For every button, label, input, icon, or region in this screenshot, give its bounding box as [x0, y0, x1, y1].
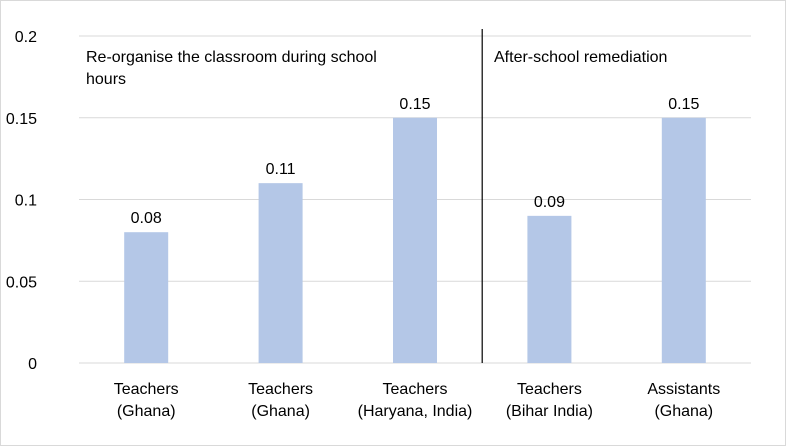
bar	[527, 215, 572, 363]
x-tick-label: (Haryana, India)	[358, 403, 473, 420]
group-annotation: Re-organise the classroom during school	[86, 49, 377, 66]
x-tick-label: Teachers	[517, 381, 582, 398]
y-tick-label: 0.15	[6, 111, 37, 128]
group-annotation: hours	[86, 71, 126, 88]
data-label: 0.08	[131, 210, 162, 227]
data-label: 0.15	[399, 96, 430, 113]
x-tick-label: (Bihar India)	[506, 403, 593, 420]
data-label: 0.11	[266, 161, 296, 178]
y-tick-label: 0.2	[15, 29, 37, 46]
x-tick-label: Teachers	[114, 381, 179, 398]
x-tick-label: Assistants	[647, 381, 720, 398]
y-tick-label: 0	[28, 356, 37, 373]
x-tick-label: Teachers	[248, 381, 313, 398]
group-annotation: After-school remediation	[494, 49, 667, 66]
data-label: 0.09	[534, 194, 565, 211]
y-tick-label: 0.1	[15, 193, 37, 210]
x-tick-label: (Ghana)	[654, 403, 713, 420]
bar	[661, 117, 706, 363]
bar	[124, 232, 169, 363]
x-tick-label: (Ghana)	[117, 403, 176, 420]
bar	[258, 183, 303, 363]
y-tick-label: 0.05	[6, 274, 37, 291]
data-label: 0.15	[668, 96, 699, 113]
x-tick-label: Teachers	[383, 381, 448, 398]
bar	[393, 117, 437, 363]
x-tick-label: (Ghana)	[251, 403, 310, 420]
